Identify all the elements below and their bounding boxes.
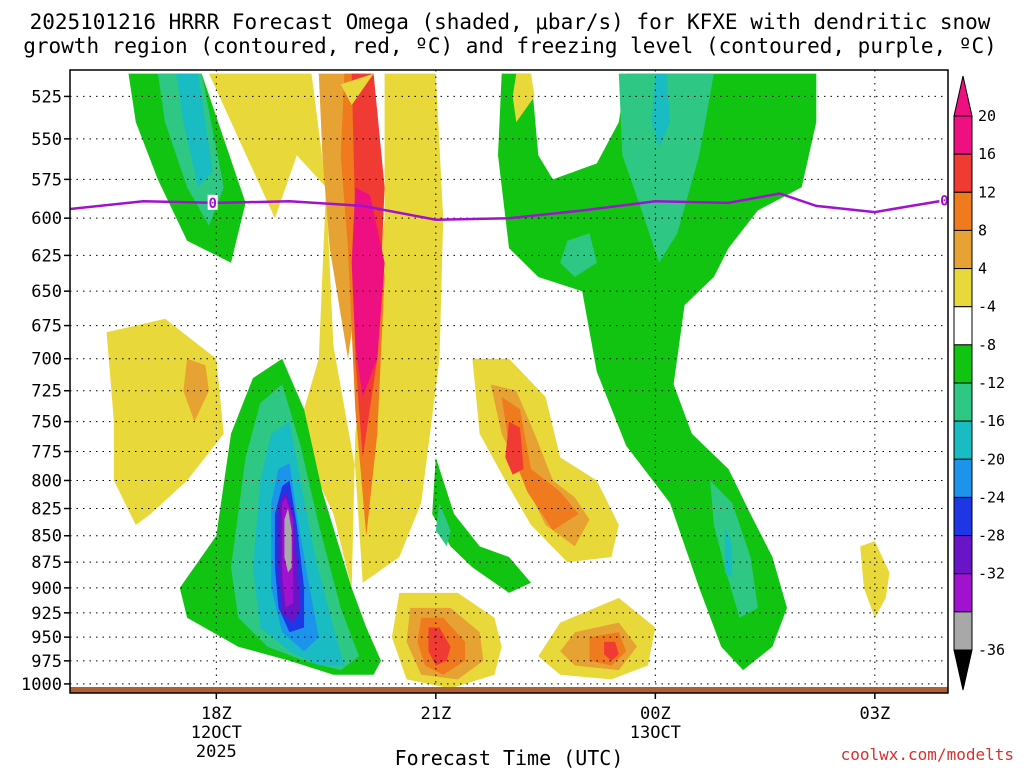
- omega-region: [176, 73, 213, 188]
- colorbar-label: -12: [978, 374, 1005, 392]
- omega-region: [651, 73, 670, 148]
- credit-text: coolwx.com/modelts: [841, 745, 1014, 764]
- freezing-label: 0: [940, 193, 948, 209]
- plot-frame: [69, 69, 949, 694]
- colorbar: 20 16 12 8 4 -4 -8 -12 -16 -20 -24 -28 -32 -36: [953, 75, 1005, 691]
- omega-region: [340, 73, 374, 106]
- omega-region: [618, 73, 714, 263]
- colorbar-swatch: [953, 344, 973, 384]
- colorbar-top-arrow: [953, 75, 973, 117]
- omega-region: [435, 503, 451, 547]
- y-tick-label: 1000: [21, 675, 62, 695]
- omega-region: [512, 73, 535, 123]
- x-tick-date: 12OCT: [191, 723, 242, 743]
- omega-region: [505, 421, 524, 475]
- y-tick-label: 900: [31, 579, 62, 599]
- freezing-level-line: [70, 192, 948, 221]
- x-axis-ticks: 18Z12OCT202521Z00Z13OCT03Z06Z09Z: [191, 693, 890, 762]
- colorbar-swatch: [953, 229, 973, 270]
- y-tick-label: 600: [31, 209, 62, 229]
- ground-bar: [70, 687, 948, 693]
- y-tick-label: 825: [31, 500, 62, 520]
- y-tick-label: 875: [31, 553, 62, 573]
- y-tick-label: 525: [31, 87, 62, 107]
- colorbar-swatch: [953, 458, 973, 498]
- colorbar-label: -16: [978, 412, 1005, 430]
- x-tick-date: 13OCT: [630, 723, 681, 743]
- y-tick-label: 750: [31, 413, 62, 433]
- y-tick-label: 550: [31, 130, 62, 150]
- y-tick-label: 950: [31, 628, 62, 648]
- x-tick-label: 18Z: [201, 704, 232, 724]
- omega-region: [604, 641, 619, 661]
- omega-region: [183, 358, 209, 422]
- x-tick-label: 00Z: [640, 704, 671, 724]
- colorbar-label: 8: [978, 221, 987, 239]
- omega-region: [860, 541, 890, 618]
- freezing-label-bg: [207, 194, 218, 210]
- omega-region: [284, 508, 292, 573]
- freezing-label-bg: [939, 192, 948, 208]
- y-tick-label: 700: [31, 350, 62, 370]
- colorbar-swatch: [953, 153, 973, 193]
- colorbar-swatch: [953, 420, 973, 460]
- y-tick-label: 725: [31, 382, 62, 402]
- colorbar-bottom-arrow: [953, 649, 973, 691]
- x-axis-label: Forecast Time (UTC): [395, 746, 624, 768]
- colorbar-swatch: [953, 496, 973, 537]
- y-tick-label: 850: [31, 527, 62, 547]
- colorbar-swatch: [953, 382, 973, 422]
- chart-title-line1: 2025101216 HRRR Forecast Omega (shaded, …: [30, 10, 991, 34]
- x-tick-label: 21Z: [420, 704, 451, 724]
- colorbar-label: -4: [978, 298, 996, 316]
- x-tick-year: 2025: [196, 742, 237, 762]
- colorbar-swatch: [953, 115, 973, 155]
- colorbar-swatch: [953, 535, 973, 575]
- omega-shading: [106, 73, 890, 689]
- omega-region: [501, 397, 579, 531]
- colorbar-label: 4: [978, 260, 987, 278]
- omega-region: [209, 73, 444, 588]
- omega-region: [710, 480, 758, 618]
- x-tick-label: 03Z: [859, 704, 890, 724]
- omega-region: [432, 457, 531, 593]
- colorbar-label: 12: [978, 183, 996, 201]
- colorbar-label: -20: [978, 450, 1005, 468]
- y-tick-label: 575: [31, 170, 62, 190]
- colorbar-label: -36: [978, 641, 1005, 659]
- chart-title-line2: growth region (contoured, red, ºC) and f…: [23, 34, 997, 58]
- y-axis-ticks: 525 550 575 600 625 650 675 700 725 750 775 800 825 8…: [21, 87, 70, 695]
- y-tick-label: 650: [31, 282, 62, 302]
- y-tick-label: 775: [31, 443, 62, 463]
- colorbar-label: 16: [978, 145, 996, 163]
- colorbar-swatch: [953, 268, 973, 308]
- colorbar-label: -28: [978, 527, 1005, 545]
- colorbar-swatch: [953, 191, 973, 231]
- colorbar-label: 20: [978, 107, 996, 125]
- y-tick-label: 675: [31, 317, 62, 337]
- y-tick-label: 925: [31, 604, 62, 624]
- colorbar-label: -8: [978, 336, 996, 354]
- y-tick-label: 800: [31, 471, 62, 491]
- colorbar-label: -24: [978, 488, 1005, 506]
- freezing-label: 0: [208, 196, 216, 212]
- y-tick-label: 975: [31, 652, 62, 672]
- omega-region: [351, 187, 385, 397]
- colorbar-swatch: [953, 306, 973, 346]
- colorbar-swatch: [953, 611, 973, 651]
- colorbar-label: -32: [978, 565, 1005, 583]
- y-tick-label: 625: [31, 246, 62, 266]
- colorbar-swatch: [953, 573, 973, 613]
- omega-region: [724, 525, 733, 578]
